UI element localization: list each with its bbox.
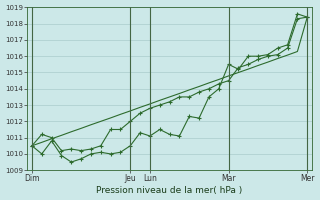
X-axis label: Pression niveau de la mer( hPa ): Pression niveau de la mer( hPa ) [96,186,243,195]
